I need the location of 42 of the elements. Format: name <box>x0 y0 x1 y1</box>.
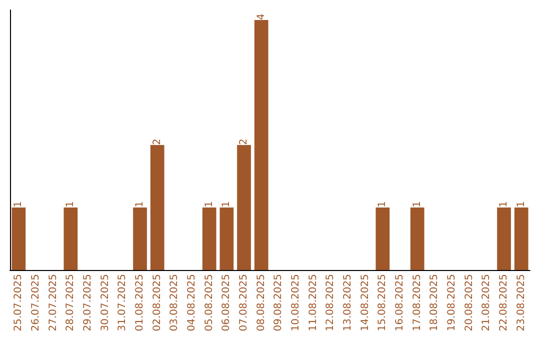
x-tick-label: 17.08.2025 <box>412 274 423 332</box>
x-tick-label: 19.08.2025 <box>446 274 458 332</box>
x-tick-label: 20.08.2025 <box>464 274 475 332</box>
x-tick-label: 28.07.2025 <box>65 274 76 332</box>
x-tick-label: 16.08.2025 <box>394 274 406 332</box>
x-tick-label: 27.07.2025 <box>48 274 59 332</box>
x-tick-label: 02.08.2025 <box>152 274 163 332</box>
x-tick-label: 01.08.2025 <box>134 274 146 332</box>
data-label: 1 <box>65 201 76 208</box>
data-label: 1 <box>516 201 527 208</box>
x-tick-label: 21.08.2025 <box>481 274 492 332</box>
x-tick-label: 31.07.2025 <box>117 274 128 332</box>
x-tick-label: 18.08.2025 <box>429 274 440 332</box>
data-label: 2 <box>238 138 250 145</box>
data-label: 1 <box>13 201 24 208</box>
x-tick-label: 09.08.2025 <box>273 274 284 332</box>
x-tick-label: 05.08.2025 <box>204 274 215 332</box>
x-tick-label: 14.08.2025 <box>360 274 371 332</box>
data-label: 1 <box>412 201 423 208</box>
data-label: 1 <box>377 201 388 208</box>
x-tick-label: 08.08.2025 <box>256 274 267 332</box>
x-tick-label: 06.08.2025 <box>221 274 232 332</box>
x-tick-label: 26.07.2025 <box>30 274 42 332</box>
x-tick-label: 11.08.2025 <box>308 274 319 332</box>
data-label: 1 <box>498 201 510 208</box>
x-tick-label: 07.08.2025 <box>238 274 250 332</box>
x-tick-label: 03.08.2025 <box>169 274 180 332</box>
x-tick-label: 15.08.2025 <box>377 274 388 332</box>
data-label: 1 <box>204 201 215 208</box>
x-tick-label: 10.08.2025 <box>290 274 302 332</box>
x-tick-label: 22.08.2025 <box>498 274 510 332</box>
x-tick-label: 04.08.2025 <box>186 274 198 332</box>
data-label: 4 <box>256 14 267 20</box>
x-tick-label: 29.07.2025 <box>82 274 94 332</box>
x-tick-label: 23.08.2025 <box>516 274 527 332</box>
x-tick-label: 13.08.2025 <box>342 274 354 332</box>
x-tick-label: 25.07.2025 <box>13 274 24 332</box>
x-tick-label: 12.08.2025 <box>325 274 336 332</box>
data-label: 1 <box>134 201 146 208</box>
data-label: 1 <box>221 201 232 208</box>
x-tick-label: 30.07.2025 <box>100 274 111 332</box>
data-label: 2 <box>152 138 163 145</box>
